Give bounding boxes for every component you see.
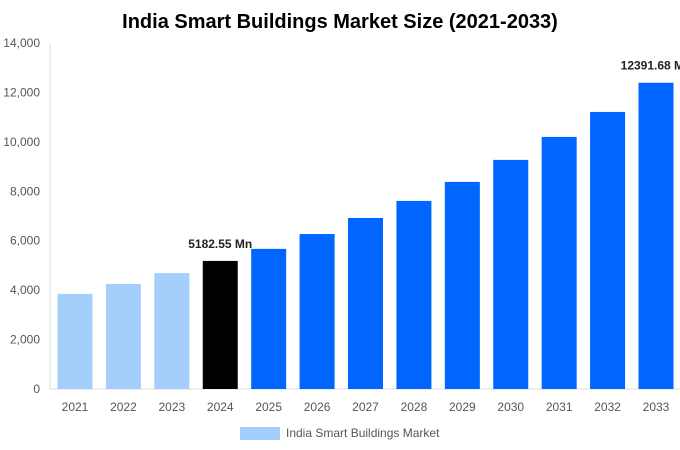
- bar-2024[interactable]: [202, 260, 238, 389]
- bars: [57, 82, 674, 390]
- bar-2032[interactable]: [590, 111, 626, 390]
- y-axis: 0 2,000 4,000 6,000 8,000 10,000 12,000 14,000: [3, 36, 680, 396]
- x-tick-label: 2028: [401, 400, 428, 414]
- bar-2026[interactable]: [299, 234, 335, 389]
- x-tick-label: 2033: [643, 400, 670, 414]
- bar-2028[interactable]: [396, 200, 432, 389]
- x-tick-label: 2023: [158, 400, 185, 414]
- y-tick-label: 6,000: [10, 234, 40, 248]
- bar-2033[interactable]: [638, 82, 674, 390]
- x-tick-label: 2024: [207, 400, 234, 414]
- x-axis: 2021 2022 2023 2024 2025 2026 2027 2028 2029 2030…: [62, 400, 670, 414]
- y-tick-label: 8,000: [10, 184, 40, 198]
- x-tick-label: 2032: [594, 400, 621, 414]
- bar-2027[interactable]: [348, 217, 383, 389]
- bar-2031[interactable]: [541, 136, 577, 389]
- y-tick-label: 0: [33, 382, 40, 396]
- y-tick-label: 14,000: [3, 36, 40, 50]
- x-tick-label: 2026: [304, 400, 331, 414]
- bar-2021[interactable]: [57, 293, 93, 389]
- data-label-2024: 5182.55 Mn: [188, 237, 252, 251]
- y-tick-label: 2,000: [10, 333, 40, 347]
- bar-2022[interactable]: [105, 283, 141, 389]
- data-labels: 5182.55 Mn 12391.68 Mn: [188, 59, 680, 251]
- legend-swatch: [240, 427, 280, 440]
- x-tick-label: 2031: [546, 400, 573, 414]
- x-tick-label: 2022: [110, 400, 137, 414]
- x-tick-label: 2027: [352, 400, 379, 414]
- x-tick-label: 2029: [449, 400, 476, 414]
- y-tick-label: 10,000: [3, 135, 40, 149]
- y-tick-label: 12,000: [3, 85, 40, 99]
- bar-2023[interactable]: [154, 273, 190, 389]
- chart-title: India Smart Buildings Market Size (2021-…: [122, 11, 558, 33]
- x-tick-label: 2021: [62, 400, 89, 414]
- y-tick-label: 4,000: [10, 283, 40, 297]
- bar-2029[interactable]: [444, 181, 480, 389]
- bar-2025[interactable]: [251, 248, 287, 389]
- legend-label[interactable]: India Smart Buildings Market: [286, 426, 440, 440]
- x-tick-label: 2030: [497, 400, 524, 414]
- bar-2030[interactable]: [493, 159, 529, 389]
- x-tick-label: 2025: [255, 400, 282, 414]
- data-label-2033: 12391.68 Mn: [621, 59, 680, 73]
